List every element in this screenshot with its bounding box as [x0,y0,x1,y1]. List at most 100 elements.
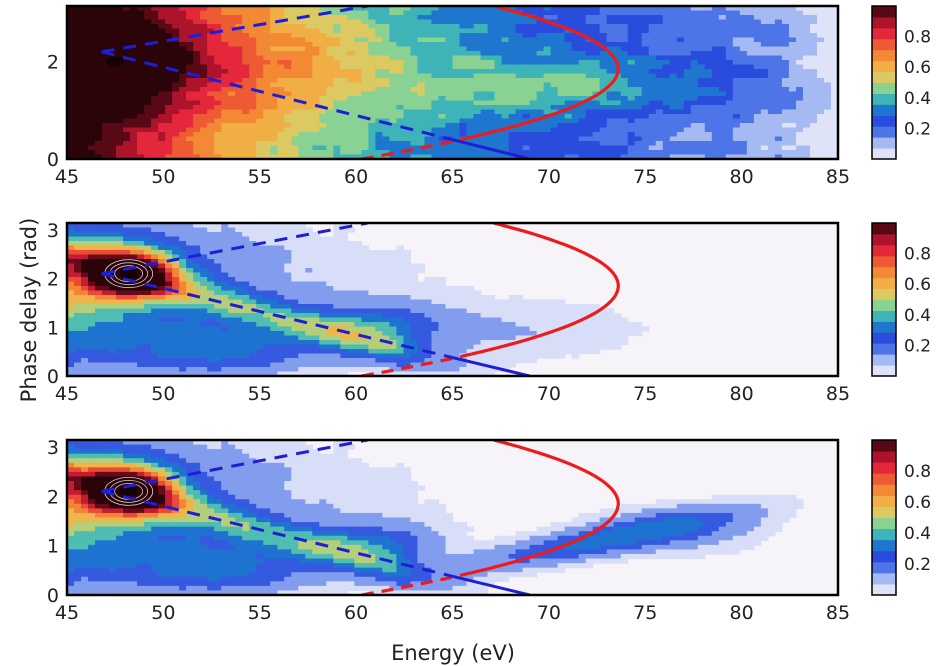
colorbar-segment [872,550,896,563]
axes-frame [65,438,840,597]
colorbar-segment [872,561,896,574]
colorbar-segment [872,93,896,105]
blue-solid-line [452,574,530,595]
colorbar-segment [872,16,896,29]
colorbar-segment [872,82,896,94]
x-tick-label: 50 [151,166,175,188]
x-tick-label: 60 [344,166,368,188]
x-tick-label: 50 [151,383,175,405]
colorbar-segment [872,299,896,311]
x-tick-label: 45 [55,166,79,188]
y-axis-label: Phase delay (rad) [17,218,41,403]
x-tick-label: 65 [440,383,464,405]
red-curve [471,440,620,575]
red-curve [471,223,620,356]
colorbar-segment [872,6,896,18]
colorbar-tick-label: 0.8 [904,245,931,265]
colorbar-segment [872,277,896,290]
colorbar-segment [872,539,896,552]
blue-dashed-line [101,489,453,578]
middle-panel: 45 50 55 60 65 70 75 80 85 0 1 2 3 [47,220,850,405]
x-tick-label: 70 [537,383,561,405]
colorbar-segment [872,38,896,51]
colorbar-tick-label: 0.4 [904,524,931,544]
top-colorbar: 0.2 0.4 0.6 0.8 [871,5,931,160]
x-tick-label: 55 [248,166,272,188]
colorbar-segment [872,288,896,300]
y-tick-label: 0 [47,366,59,388]
x-tick-label: 80 [730,166,754,188]
hotspot-mark [106,56,125,67]
colorbar-segment [872,528,896,541]
bottom-panel: 45 50 55 60 65 70 75 80 85 0 1 2 3 [47,437,850,624]
colorbar-tick-label: 0.6 [904,275,931,295]
x-tick-label: 75 [633,383,657,405]
x-tick-label: 50 [151,602,175,624]
colorbar-segment [872,148,896,160]
colorbar-segment [872,310,896,322]
colorbar-tick-label: 0.4 [904,306,931,326]
colorbar-tick-label: 0.6 [904,58,931,78]
x-tick-label: 45 [55,383,79,405]
x-tick-label: 80 [730,602,754,624]
blue-dashed-line [101,50,453,142]
colorbar-frame [871,5,897,160]
colorbar-tick-label: 0.2 [904,555,931,575]
x-tick-label: 70 [537,166,561,188]
axes-frame [65,4,840,161]
colorbar-segment [872,104,896,116]
x-tick-label: 85 [826,383,850,405]
x-tick-label: 75 [633,602,657,624]
colorbar-segment [872,473,896,485]
colorbar-segment [872,343,896,355]
colorbar-tick-label: 0.8 [904,462,931,482]
y-tick-label: 3 [47,437,59,459]
colorbar-segment [872,71,896,83]
y-tick-label: 1 [47,536,59,558]
colorbar-segment [872,484,896,496]
colorbar-segment [872,255,896,268]
colorbar-segment [872,137,896,149]
middle-colorbar: 0.2 0.4 0.6 0.8 [871,222,931,377]
x-tick-label: 55 [248,383,272,405]
x-tick-label: 65 [440,166,464,188]
contour-line [114,265,144,283]
blue-dashed-line [101,6,368,54]
colorbar-segment [872,27,896,40]
heatmap [67,440,838,595]
colorbar-segment [872,572,896,585]
red-curve [471,6,620,139]
x-tick-label: 55 [248,602,272,624]
red-curve-dashed [361,135,472,159]
x-tick-label: 80 [730,383,754,405]
blue-dashed-line [101,272,453,360]
heatmap [67,223,838,376]
y-tick-label: 0 [47,585,59,607]
red-curve-dashed [361,352,472,376]
x-tick-label: 65 [440,602,464,624]
bottom-colorbar: 0.2 0.4 0.6 0.8 [871,439,931,596]
colorbar-segment [872,266,896,279]
colorbar-segment [872,365,896,377]
blue-dashed-line [101,223,368,276]
colorbar-frame [871,222,897,377]
x-tick-label: 60 [344,602,368,624]
colorbar-tick-label: 0.2 [904,336,931,356]
colorbar-segment [872,115,896,127]
y-tick-label: 1 [47,317,59,339]
heatmap [67,6,838,159]
x-tick-label: 45 [55,602,79,624]
hotspot-mark [119,268,138,279]
colorbar-tick-label: 0.4 [904,89,931,109]
contour-line [109,479,149,503]
y-tick-label: 3 [47,220,59,242]
colorbar-segment [872,354,896,366]
x-tick-label: 70 [537,602,561,624]
colorbar-segment [872,223,896,235]
colorbar-tick-label: 0.8 [904,28,931,48]
colorbar-frame [871,439,897,596]
colorbar-segment [872,244,896,257]
colorbar-segment [872,517,896,530]
y-tick-label: 2 [47,486,59,508]
